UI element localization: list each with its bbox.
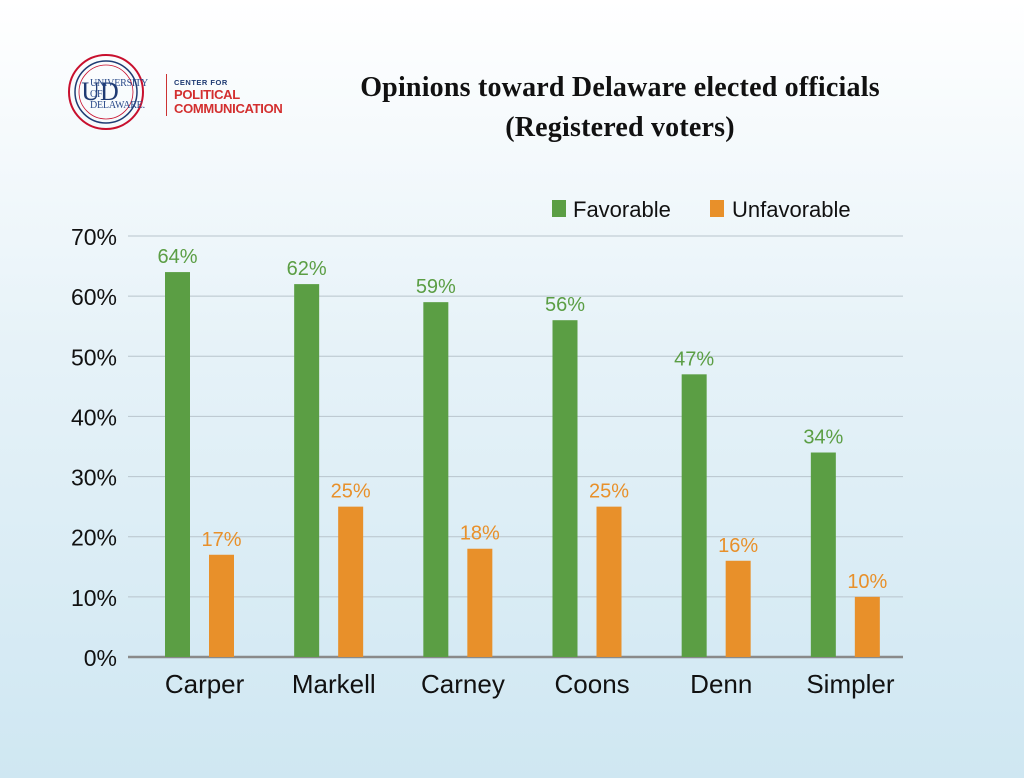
favorable-data-label: 59% (416, 276, 456, 298)
x-tick-label-markell: Markell (292, 669, 376, 699)
svg-text:UD: UD (81, 77, 119, 106)
y-tick-label: 0% (84, 645, 117, 671)
logo: UD UNIVERSITY OF DELAWARE. CENTER FOR PO… (66, 48, 316, 132)
logo-divider (166, 74, 167, 116)
unfavorable-data-label: 25% (331, 481, 371, 503)
favorable-data-label: 47% (674, 348, 714, 370)
x-tick-label-simpler: Simpler (806, 669, 894, 699)
logo-university-line2: DELAWARE. (90, 100, 145, 111)
y-tick-label: 60% (71, 284, 117, 310)
y-tick-label: 70% (71, 224, 117, 250)
unfavorable-bar-denn (725, 560, 751, 657)
favorable-bar-carney (423, 302, 449, 657)
unfavorable-bar-carper (209, 554, 234, 657)
logo-political: POLITICAL (174, 87, 240, 102)
unfavorable-data-label: 25% (589, 481, 629, 503)
chart-title: Opinions toward Delaware elected officia… (360, 72, 880, 103)
favorable-bar-simpler (810, 452, 836, 657)
x-tick-label-coons: Coons (555, 669, 630, 699)
unfavorable-bar-simpler (854, 596, 880, 657)
logo-center-for: CENTER FOR (174, 78, 228, 87)
favorable-data-label: 62% (287, 258, 327, 280)
unfavorable-bar-carney (467, 548, 493, 657)
logo-university-line1: UNIVERSITY OF (90, 78, 148, 100)
favorable-bar-markell (294, 284, 320, 657)
chart-subtitle: (Registered voters) (505, 112, 735, 143)
y-tick-label: 30% (71, 465, 117, 491)
favorable-data-label: 64% (157, 246, 197, 268)
favorable-bar-carper (165, 272, 190, 657)
y-tick-label: 20% (71, 525, 117, 551)
y-tick-label: 10% (71, 585, 117, 611)
x-tick-label-denn: Denn (690, 669, 752, 699)
favorable-data-label: 56% (545, 294, 585, 316)
x-tick-label-carper: Carper (165, 669, 245, 699)
legend-swatch-favorable (552, 200, 566, 217)
favorable-bar-denn (681, 374, 707, 657)
legend-label-unfavorable: Unfavorable (732, 197, 851, 222)
legend-swatch-unfavorable (710, 200, 724, 217)
logo-communication: COMMUNICATION (174, 101, 283, 116)
unfavorable-data-label: 17% (201, 529, 241, 551)
university-seal-icon: UD (68, 54, 144, 130)
legend-label-favorable: Favorable (573, 197, 671, 222)
unfavorable-data-label: 18% (460, 523, 500, 545)
unfavorable-bar-markell (338, 506, 364, 657)
y-tick-label: 40% (71, 404, 117, 430)
favorable-bar-coons (552, 320, 578, 657)
unfavorable-data-label: 16% (718, 535, 758, 557)
x-tick-label-carney: Carney (421, 669, 505, 699)
y-tick-label: 50% (71, 344, 117, 370)
unfavorable-bar-coons (596, 506, 622, 657)
favorable-data-label: 34% (803, 427, 843, 449)
unfavorable-data-label: 10% (847, 571, 887, 593)
